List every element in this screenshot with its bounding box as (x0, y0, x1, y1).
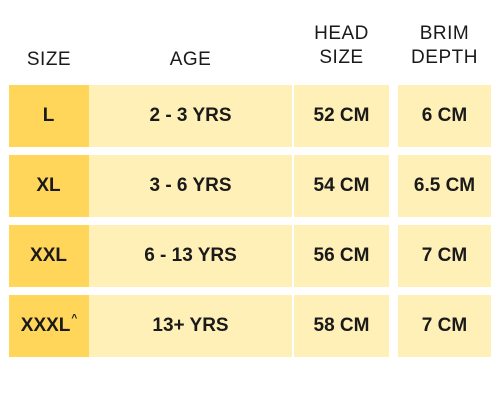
header-brim-depth-line1: BRIM (419, 23, 470, 44)
head-size-cell: 54 CM (294, 155, 389, 217)
header-head-size-line2: SIZE (319, 47, 364, 68)
table-row: L 2 - 3 YRS 52 CM 6 CM (0, 85, 500, 147)
size-cell: XL (9, 155, 89, 217)
age-cell: 13+ YRS (89, 295, 292, 357)
table-header: SIZE AGE HEAD SIZE BRIM DEPTH (0, 0, 500, 84)
header-size: SIZE (9, 48, 89, 72)
size-cell: L (9, 85, 89, 147)
size-cell: XXL (9, 225, 89, 287)
brim-depth-cell: 7 CM (398, 225, 491, 287)
header-size-label: SIZE (26, 49, 72, 70)
brim-depth-cell: 6.5 CM (398, 155, 491, 217)
size-value: XXXL (20, 315, 71, 336)
brim-depth-cell: 6 CM (398, 85, 491, 147)
age-cell: 2 - 3 YRS (89, 85, 292, 147)
header-head-size-line1: HEAD (314, 23, 369, 44)
table-row: XL 3 - 6 YRS 54 CM 6.5 CM (0, 155, 500, 217)
table-row: XXXL ^ 13+ YRS 58 CM 7 CM (0, 295, 500, 357)
header-brim-depth: BRIM DEPTH (398, 22, 491, 70)
head-size-cell: 52 CM (294, 85, 389, 147)
header-age-label: AGE (169, 49, 212, 70)
age-cell: 3 - 6 YRS (89, 155, 292, 217)
table-row: XXL 6 - 13 YRS 56 CM 7 CM (0, 225, 500, 287)
header-age: AGE (89, 48, 292, 72)
size-mark: ^ (71, 312, 78, 324)
age-cell: 6 - 13 YRS (89, 225, 292, 287)
size-value: L (42, 105, 55, 126)
size-cell: XXXL ^ (9, 295, 89, 357)
header-head-size: HEAD SIZE (294, 22, 389, 70)
header-brim-depth-line2: DEPTH (411, 47, 478, 68)
head-size-cell: 56 CM (294, 225, 389, 287)
head-size-cell: 58 CM (294, 295, 389, 357)
brim-depth-cell: 7 CM (398, 295, 491, 357)
size-value: XXL (30, 245, 67, 266)
size-value: XL (36, 175, 61, 196)
